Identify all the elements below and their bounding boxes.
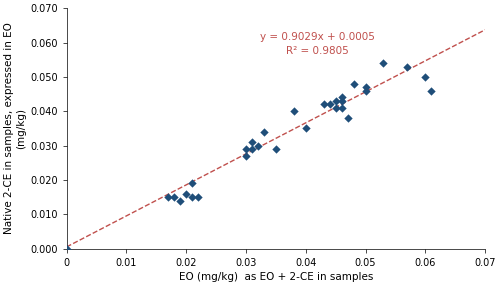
Point	[332, 106, 340, 110]
Point	[338, 95, 345, 100]
Point	[164, 195, 172, 199]
Point	[422, 75, 430, 79]
Point	[332, 99, 340, 103]
Point	[170, 195, 178, 199]
Point	[320, 102, 328, 107]
Point	[242, 154, 250, 158]
Point	[188, 195, 196, 199]
Point	[338, 106, 345, 110]
X-axis label: EO (mg/kg)  as EO + 2-CE in samples: EO (mg/kg) as EO + 2-CE in samples	[178, 272, 373, 282]
Point	[188, 181, 196, 186]
Point	[302, 126, 310, 131]
Point	[248, 147, 256, 151]
Point	[344, 116, 351, 120]
Point	[428, 88, 436, 93]
Y-axis label: Native 2-CE in samples, expressed in EO
(mg/kg): Native 2-CE in samples, expressed in EO …	[4, 23, 26, 234]
Point	[272, 147, 280, 151]
Point	[194, 195, 202, 199]
Point	[254, 143, 262, 148]
Point	[380, 61, 388, 65]
Point	[176, 198, 184, 203]
Point	[338, 99, 345, 103]
Point	[404, 64, 411, 69]
Point	[290, 109, 298, 114]
Point	[182, 191, 190, 196]
Point	[242, 147, 250, 151]
Point	[260, 130, 268, 134]
Point	[350, 82, 358, 86]
Text: y = 0.9029x + 0.0005
R² = 0.9805: y = 0.9029x + 0.0005 R² = 0.9805	[260, 32, 375, 56]
Point	[248, 140, 256, 144]
Point	[362, 85, 370, 90]
Point	[362, 88, 370, 93]
Point	[62, 246, 70, 251]
Point	[326, 102, 334, 107]
